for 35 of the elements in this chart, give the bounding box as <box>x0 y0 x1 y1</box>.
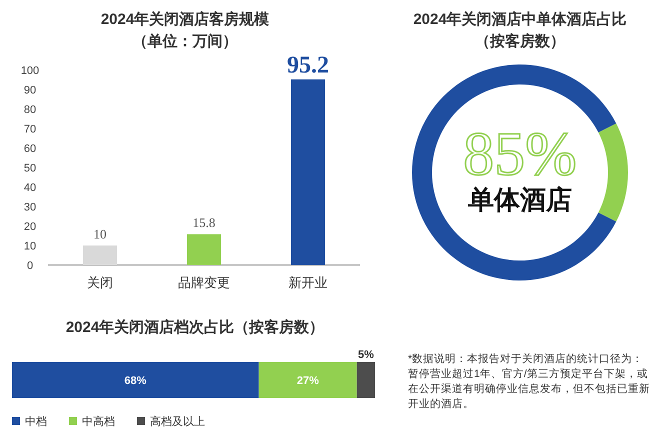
legend-label: 中高档 <box>82 415 115 428</box>
y-tick-label: 70 <box>24 124 36 136</box>
y-tick-label: 20 <box>24 221 36 233</box>
text: *数据说明：本报告对于关闭酒店的统计口径为：暂停营业超过1年、官方/第三方预定平台下架，或在公开渠道有明确停业信息发布，但不包括已重新开业的酒店。 <box>408 352 651 412</box>
y-tick-label: 0 <box>26 260 34 272</box>
x-tick-label: 品牌变更 <box>178 275 230 290</box>
y-tick-label: 90 <box>24 84 36 96</box>
legend-label: 高档及以上 <box>150 415 205 428</box>
y-tick-label: 10 <box>24 240 36 252</box>
x-tick-label: 新开业 <box>288 275 328 290</box>
data-label: 15.8 <box>192 215 216 230</box>
bar <box>83 246 117 265</box>
y-tick-label: 100 <box>20 65 40 77</box>
chart-title: 2024年关闭酒店客房规模 <box>100 10 270 28</box>
chart-title: 2024年关闭酒店档次占比（按客房数） <box>66 318 324 336</box>
data-label: 68% <box>124 375 147 387</box>
data-label: 27% <box>296 375 320 387</box>
y-tick-label: 60 <box>24 143 36 155</box>
chart-subtitle: （按客房数） <box>475 32 565 50</box>
chart-subtitle: （单位：万间） <box>132 33 238 50</box>
data-label: 5% <box>358 349 374 361</box>
legend-label: 中档 <box>25 415 47 428</box>
donut-slice <box>598 123 628 222</box>
y-tick-label: 40 <box>24 182 36 194</box>
chart-title: 2024年关闭酒店中单体酒店占比 <box>413 10 627 28</box>
bar <box>291 79 325 265</box>
slice-label: 单体酒店 <box>467 184 572 214</box>
bar <box>187 234 221 265</box>
data-label: 10 <box>94 226 106 242</box>
x-tick-label: 关闭 <box>87 275 113 290</box>
donut-slice <box>412 64 616 280</box>
data-label: 95.2 <box>287 52 329 78</box>
y-tick-label: 30 <box>24 202 36 214</box>
y-tick-label: 50 <box>24 162 36 174</box>
y-tick-label: 80 <box>24 104 36 116</box>
